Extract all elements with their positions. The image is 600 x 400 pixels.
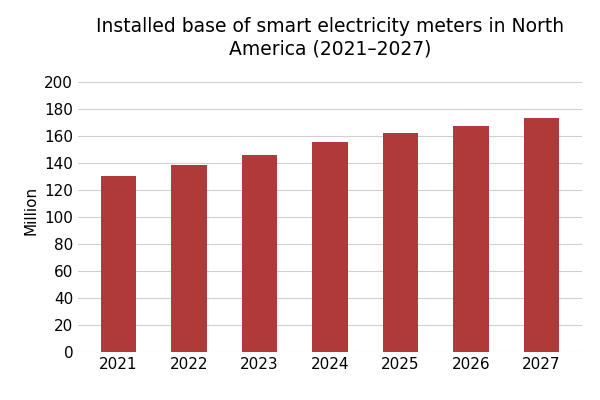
Bar [313, 142, 347, 352]
Bar [172, 165, 206, 352]
Bar [101, 176, 136, 352]
Y-axis label: Million: Million [23, 186, 38, 234]
Bar [242, 154, 277, 352]
Bar [383, 133, 418, 352]
Bar [524, 118, 559, 352]
Title: Installed base of smart electricity meters in North
America (2021–2027): Installed base of smart electricity mete… [96, 17, 564, 58]
Bar [454, 126, 488, 352]
